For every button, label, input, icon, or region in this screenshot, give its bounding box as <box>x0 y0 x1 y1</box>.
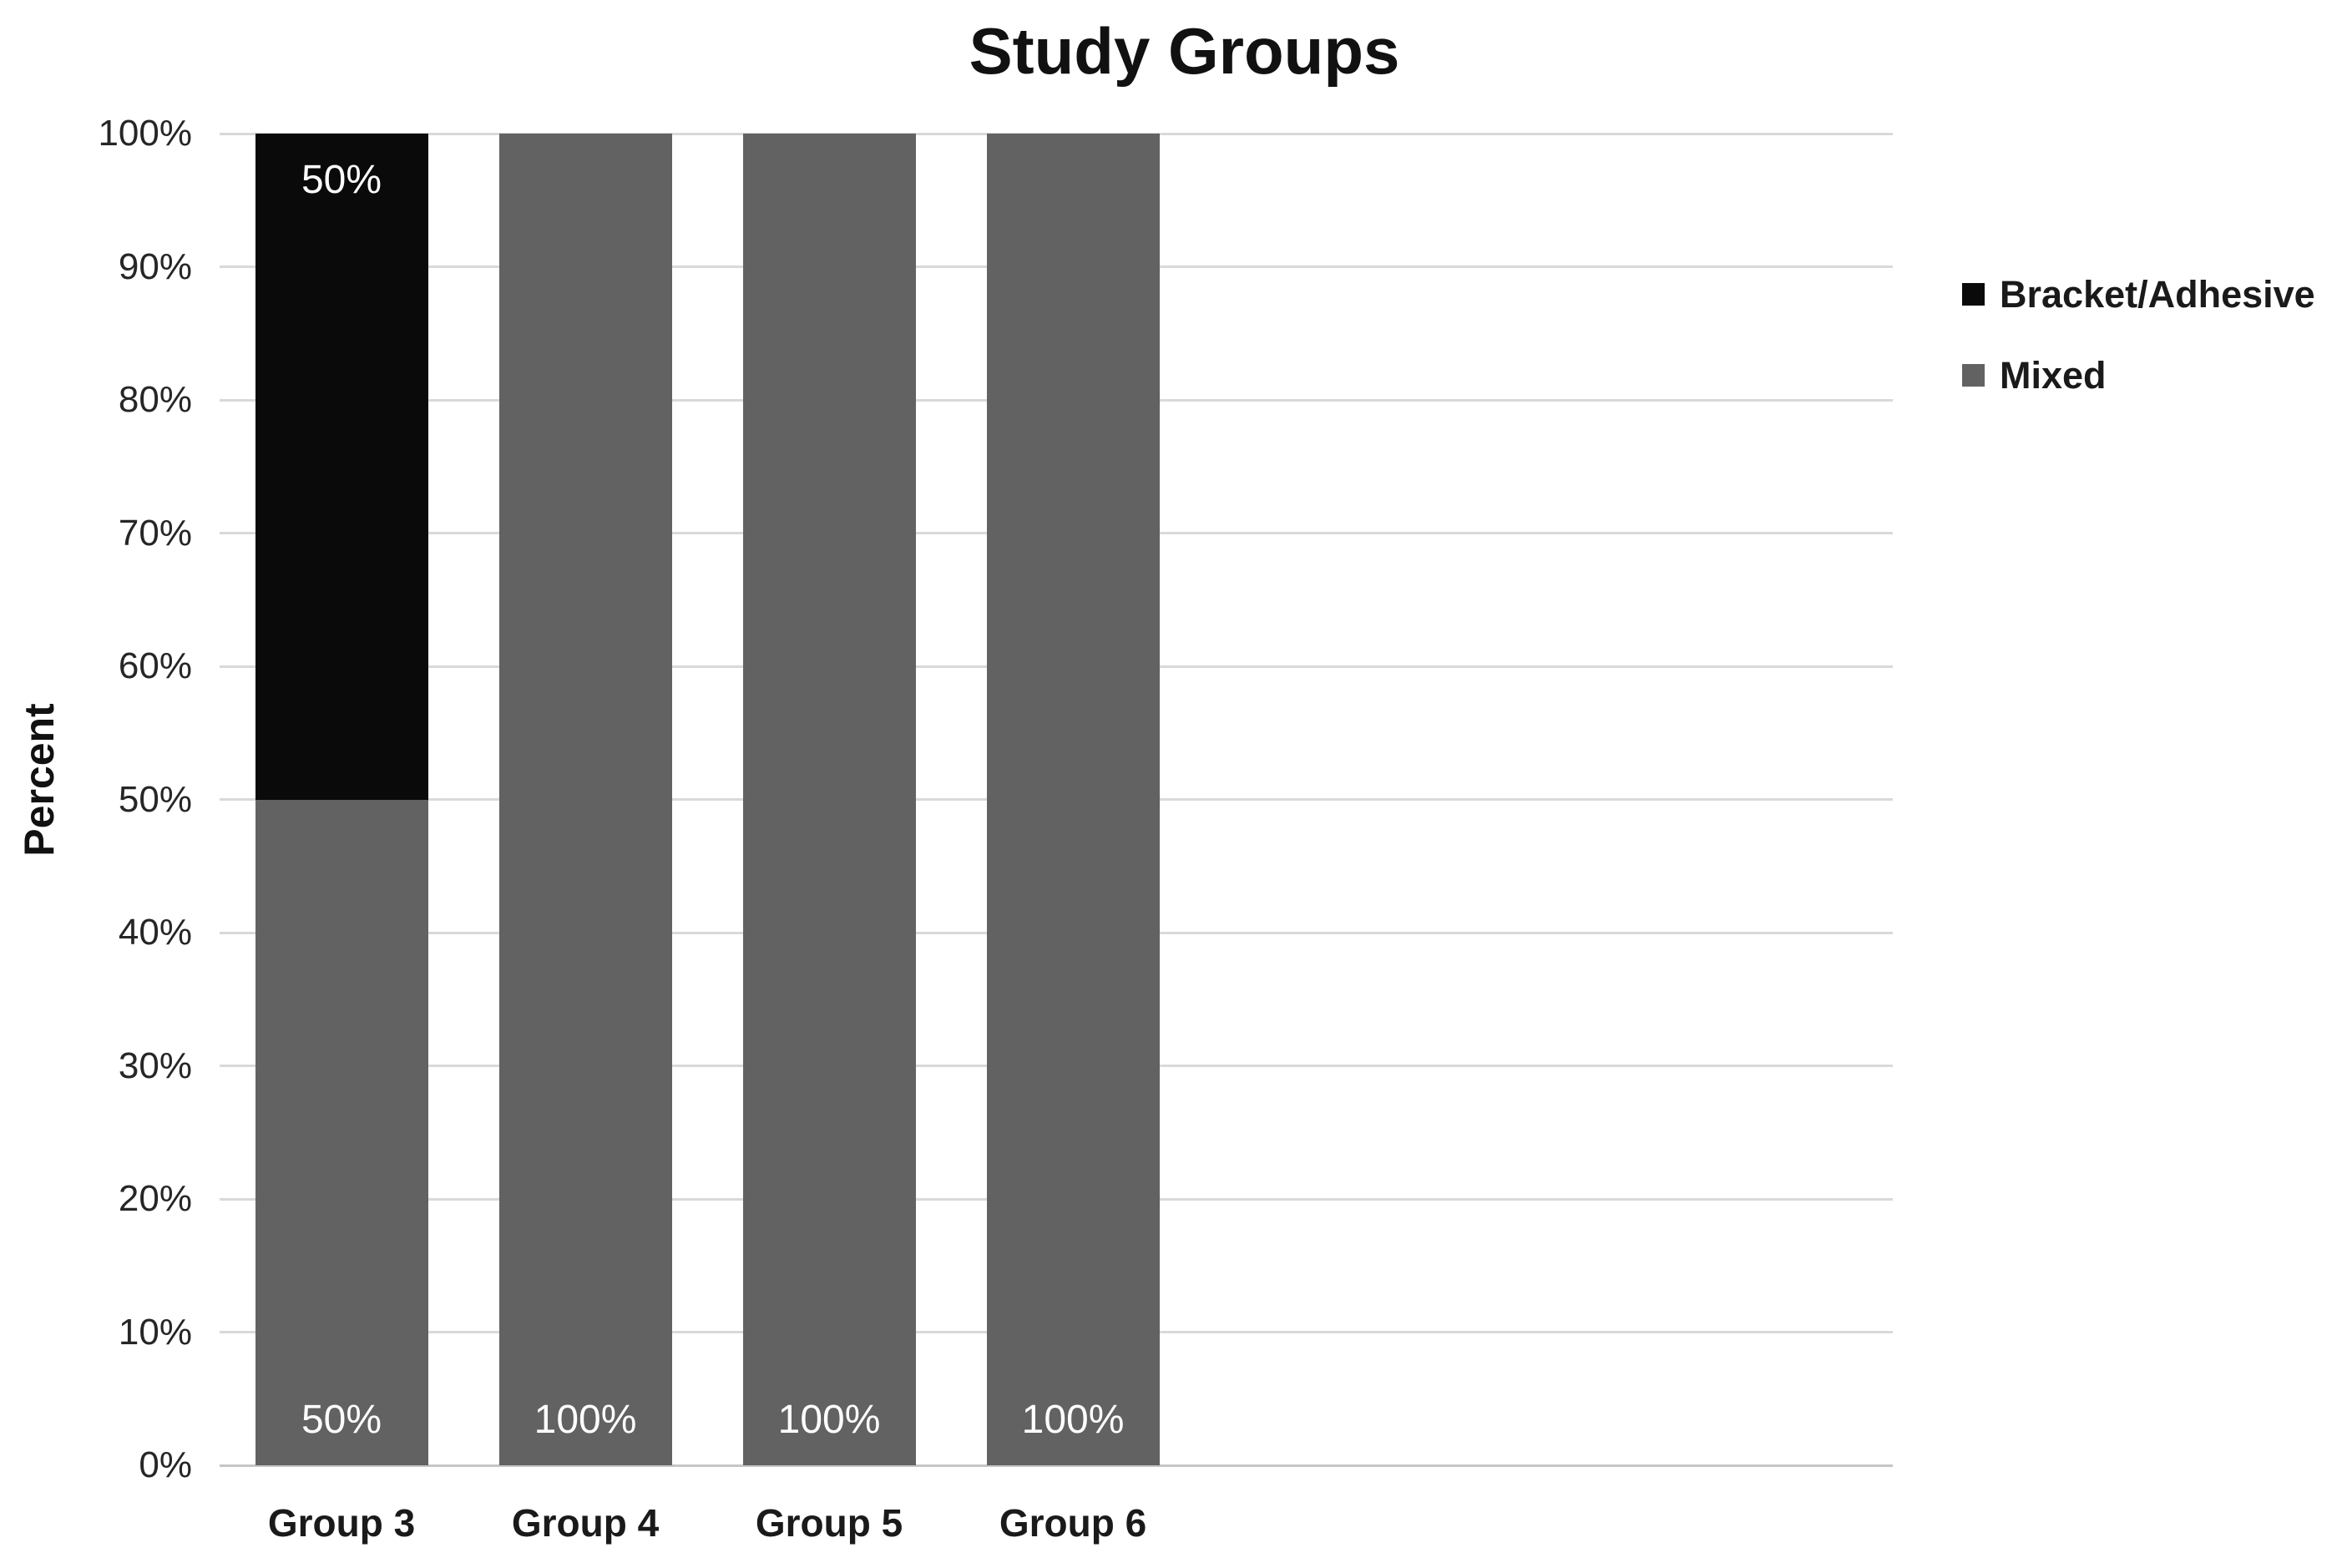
bar-segment-mixed <box>255 799 428 1465</box>
legend-swatch-icon <box>1962 364 1985 387</box>
y-tick-label: 60% <box>118 645 192 686</box>
legend-label: Bracket/Adhesive <box>2000 273 2315 316</box>
x-category-label: Group 3 <box>267 1501 416 1545</box>
bar-data-label: 100% <box>534 1398 637 1442</box>
y-tick-label: 50% <box>118 778 192 820</box>
y-tick-label: 10% <box>118 1311 192 1353</box>
y-tick-label: 0% <box>139 1444 192 1485</box>
legend-item: Mixed <box>1962 357 2107 394</box>
bar-data-label: 50% <box>301 1398 382 1442</box>
bar-segment-mixed <box>498 134 672 1465</box>
legend-swatch-icon <box>1962 283 1985 306</box>
x-category-label: Group 5 <box>755 1501 903 1545</box>
y-tick-label: 30% <box>118 1044 192 1086</box>
bar-data-label: 50% <box>301 158 382 202</box>
legend-label: Mixed <box>2000 354 2107 397</box>
y-tick-label: 40% <box>118 912 192 953</box>
x-axis-line <box>220 1464 1893 1467</box>
bar-data-label: 100% <box>1021 1398 1125 1442</box>
bar-segment-mixed <box>742 134 916 1465</box>
bar-segment-bracket-adhesive <box>255 134 428 800</box>
chart-title: Study Groups <box>969 14 1400 88</box>
legend-item: Bracket/Adhesive <box>1962 276 2315 313</box>
y-tick-label: 80% <box>118 379 192 420</box>
y-tick-label: 70% <box>118 512 192 554</box>
y-tick-label: 20% <box>118 1178 192 1219</box>
x-category-label: Group 4 <box>511 1501 660 1545</box>
bar-segment-mixed <box>986 134 1160 1465</box>
y-tick-label: 90% <box>118 245 192 287</box>
y-tick-label: 100% <box>98 113 192 154</box>
bar-data-label: 100% <box>777 1398 881 1442</box>
x-category-label: Group 6 <box>999 1501 1147 1545</box>
